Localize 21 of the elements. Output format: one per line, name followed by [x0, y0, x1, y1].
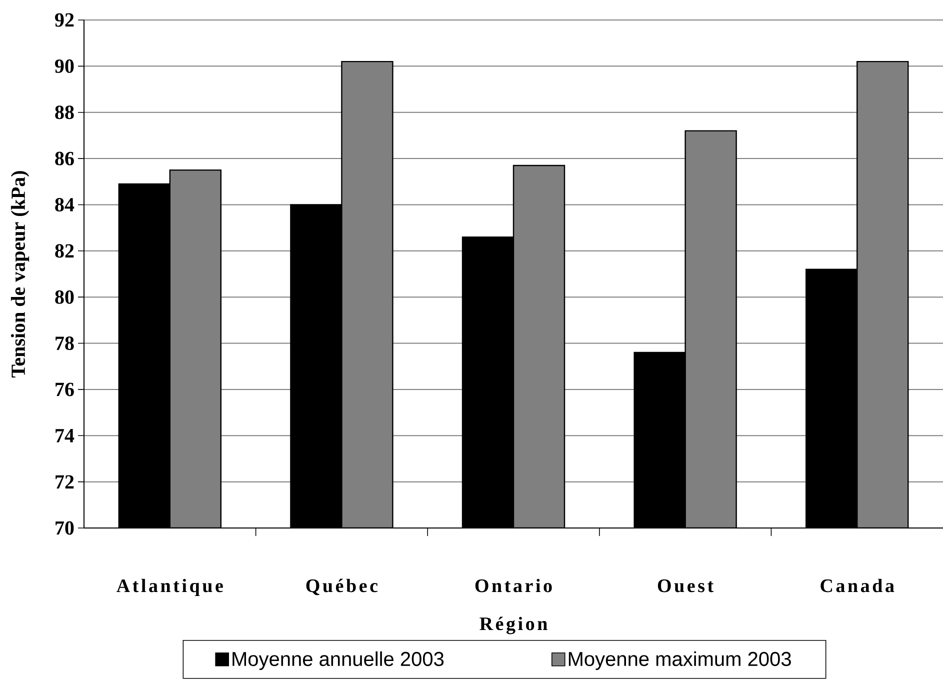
y-tick-label: 86	[55, 152, 74, 166]
x-tick-label: Atlantique	[116, 578, 223, 596]
y-tick-label: 72	[56, 475, 74, 488]
x-tick-label: Ontario	[475, 578, 552, 592]
legend-label: Moyenne annuelle 2003	[232, 651, 444, 670]
x-axis-title: Région	[480, 616, 548, 634]
x-tick-label: Canada	[820, 578, 894, 592]
y-tick-label: 80	[55, 290, 74, 304]
y-tick-label: 70	[56, 521, 74, 535]
y-tick-label: 88	[55, 106, 74, 120]
y-axis-title: Tension de vapeur (kPa)	[10, 171, 30, 378]
y-tick-label: 74	[56, 429, 74, 442]
x-tick-label: Ouest	[658, 579, 714, 592]
y-tick-label: 78	[56, 336, 74, 350]
y-tick-label: 82	[55, 244, 74, 258]
y-tick-label: 90	[55, 59, 74, 73]
y-tick-label: 84	[55, 198, 74, 212]
x-tick-label: Québec	[306, 578, 378, 596]
y-tick-label: 92	[55, 13, 74, 27]
y-tick-label: 76	[56, 382, 74, 396]
legend-label: Moyenne maximum 2003	[568, 651, 791, 670]
